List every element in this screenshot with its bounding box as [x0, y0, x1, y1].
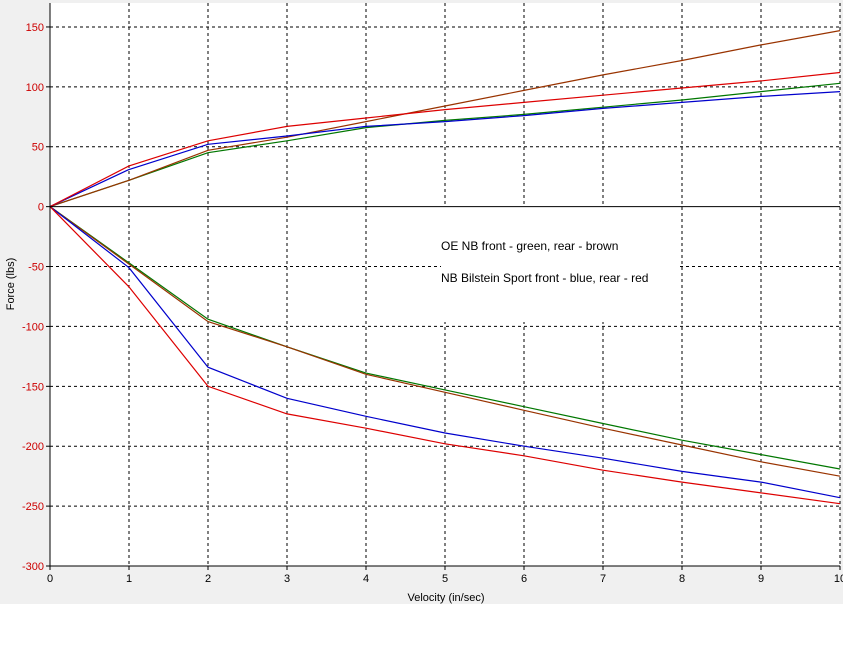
axes: 0 1 2 3 4 5 6 7 8 9 10 -300 -250 -200 -150 -100 -50 0 50 10… — [22, 3, 843, 585]
x-axis-label: Velocity (in/sec) — [407, 592, 484, 604]
y-axis-label: Force (lbs) — [5, 258, 17, 311]
series-4-rebound-line — [49, 206, 841, 505]
series-1-compression-line — [49, 82, 841, 208]
grid — [50, 3, 841, 567]
series-1-rebound-line — [49, 206, 841, 470]
x-tick-label: 9 — [758, 573, 764, 585]
x-tick-label: 0 — [47, 573, 53, 585]
legend: OE NB front - green, rear - brown NB Bil… — [441, 206, 677, 322]
y-tick-label: 50 — [32, 142, 44, 154]
legend-box — [441, 206, 677, 322]
y-tick-label: -150 — [22, 381, 44, 393]
x-tick-label: 3 — [284, 573, 290, 585]
y-tick-label: -250 — [22, 501, 44, 513]
y-tick-label: -200 — [22, 441, 44, 453]
x-tick-label: 4 — [363, 573, 369, 585]
x-tick-label: 5 — [442, 573, 448, 585]
y-tick-label: -100 — [22, 321, 44, 333]
legend-entry-bilstein: NB Bilstein Sport front - blue, rear - r… — [441, 271, 648, 285]
x-tick-label: 1 — [126, 573, 132, 585]
x-tick-label: 8 — [679, 573, 685, 585]
legend-entry-oe: OE NB front - green, rear - brown — [441, 239, 618, 253]
x-tick-label: 10 — [834, 573, 843, 585]
y-tick-label: 100 — [26, 82, 44, 94]
series-2-compression-line — [49, 30, 841, 208]
y-tick-label: -300 — [22, 561, 44, 573]
x-tick-label: 2 — [205, 573, 211, 585]
y-tick-label: -50 — [28, 262, 44, 274]
x-tick-label: 6 — [521, 573, 527, 585]
series-3-compression-line — [49, 91, 841, 208]
series-lines — [49, 30, 841, 505]
y-tick-label: 150 — [26, 22, 44, 34]
series-3-rebound-line — [49, 206, 841, 499]
x-tick-label: 7 — [600, 573, 606, 585]
series-4-compression-line — [49, 71, 841, 208]
y-tick-label: 0 — [38, 202, 44, 214]
series-2-rebound-line — [49, 206, 841, 477]
